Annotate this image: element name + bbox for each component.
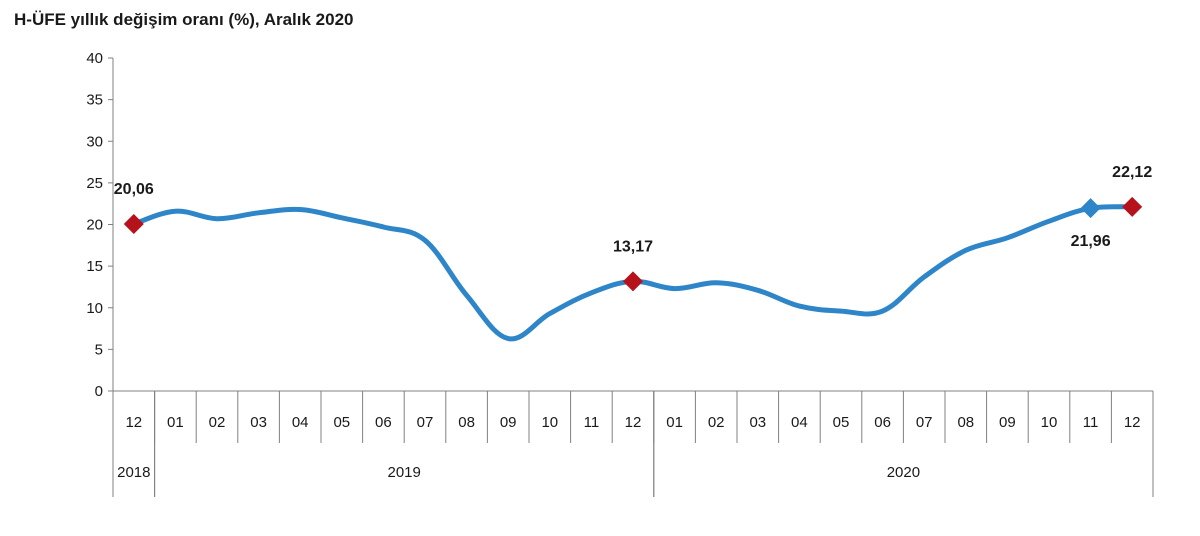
year-label: 2020 <box>887 464 920 481</box>
year-label: 2019 <box>388 464 421 481</box>
x-tick-label: 07 <box>916 414 933 431</box>
y-tick-label: 20 <box>86 217 103 234</box>
y-tick-label: 35 <box>86 92 103 109</box>
highlight-marker <box>1122 196 1143 217</box>
highlight-marker <box>623 271 643 292</box>
data-label: 22,12 <box>1112 164 1152 181</box>
y-tick-label: 15 <box>86 258 103 275</box>
x-tick-label: 04 <box>292 414 309 431</box>
year-label: 2018 <box>117 464 150 481</box>
x-tick-label: 07 <box>417 414 434 431</box>
x-tick-label: 08 <box>458 414 475 431</box>
y-tick-label: 40 <box>86 50 103 67</box>
x-tick-label: 05 <box>833 414 850 431</box>
x-tick-label: 02 <box>209 414 226 431</box>
x-tick-label: 12 <box>625 414 642 431</box>
x-tick-label: 11 <box>584 414 600 431</box>
chart-title: H-ÜFE yıllık değişim oranı (%), Aralık 2… <box>14 10 354 29</box>
y-tick-label: 25 <box>86 175 103 192</box>
x-tick-label: 12 <box>1124 414 1141 431</box>
x-tick-label: 09 <box>500 414 517 431</box>
x-tick-label: 05 <box>333 414 350 431</box>
x-tick-label: 01 <box>167 414 184 431</box>
highlight-marker <box>123 214 144 235</box>
x-tick-label: 01 <box>666 414 683 431</box>
data-label: 20,06 <box>114 181 154 198</box>
x-tick-label: 06 <box>375 414 392 431</box>
y-tick-label: 10 <box>86 300 103 317</box>
x-tick-label: 11 <box>1083 414 1099 431</box>
y-tick-label: 30 <box>86 133 103 150</box>
x-tick-label: 08 <box>957 414 974 431</box>
x-tick-label: 03 <box>749 414 766 431</box>
highlight-marker <box>1080 198 1101 219</box>
data-label: 21,96 <box>1071 233 1111 250</box>
x-tick-label: 10 <box>1041 414 1058 431</box>
x-tick-label: 06 <box>874 414 891 431</box>
y-tick-label: 0 <box>95 383 103 400</box>
marker-layer: 20,06 13,17 21,96 22,12 <box>114 164 1152 292</box>
x-tick-label: 09 <box>999 414 1016 431</box>
y-tick-label: 5 <box>95 341 103 358</box>
x-tick-label: 02 <box>708 414 725 431</box>
x-tick-label: 12 <box>125 414 142 431</box>
x-tick-label: 03 <box>250 414 267 431</box>
data-label: 13,17 <box>613 238 653 255</box>
x-tick-label: 04 <box>791 414 808 431</box>
x-tick-label: 10 <box>541 414 558 431</box>
